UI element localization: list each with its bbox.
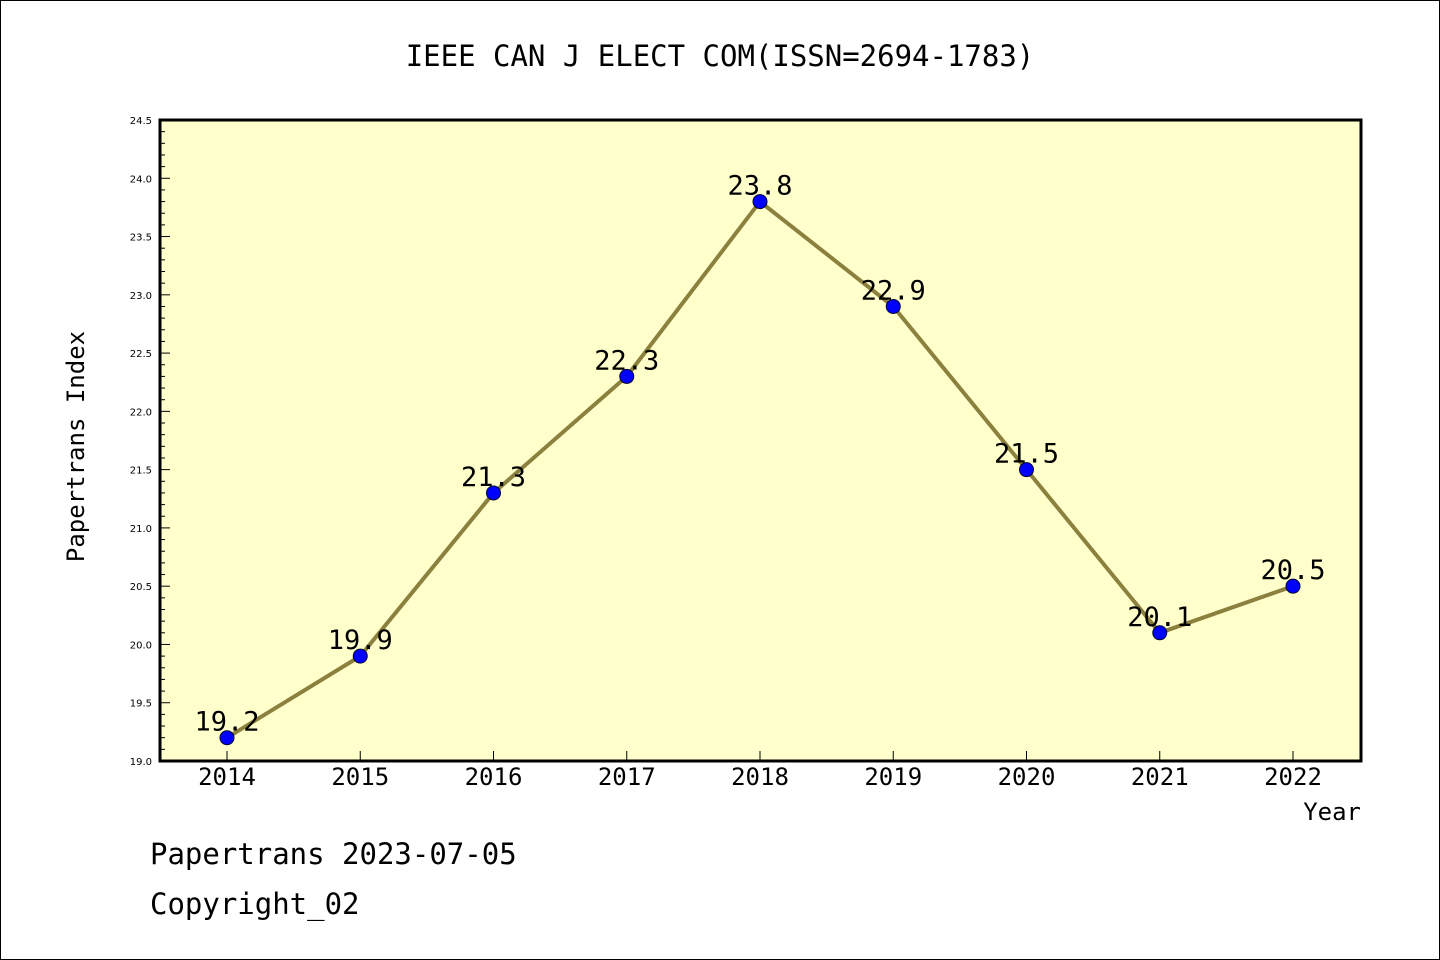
footer-date-line: Papertrans 2023-07-05 — [150, 837, 517, 871]
data-point — [1019, 462, 1034, 478]
data-label: 21.5 — [994, 439, 1059, 470]
data-label: 23.8 — [727, 171, 792, 202]
x-tick-label: 2020 — [998, 763, 1056, 791]
x-tick-label: 2016 — [465, 763, 523, 791]
footer-copyright: Copyright_02 — [150, 887, 360, 922]
y-tick-label: 24.0 — [130, 174, 152, 185]
data-point — [219, 730, 235, 746]
data-label: 22.9 — [861, 275, 926, 306]
plot-area — [158, 118, 1363, 763]
x-tick-label: 2017 — [598, 763, 656, 791]
data-point — [619, 368, 635, 384]
x-tick-label: 2015 — [331, 763, 389, 791]
data-label: 20.5 — [1260, 555, 1325, 586]
data-point — [1152, 625, 1168, 641]
x-tick-label: 2018 — [731, 763, 789, 791]
y-tick-label: 20.0 — [130, 640, 152, 651]
x-tick-label: 2019 — [864, 763, 922, 791]
x-tick-label: 2014 — [198, 763, 256, 791]
data-point — [352, 648, 368, 664]
data-point — [1285, 578, 1301, 594]
y-tick-label: 21.5 — [130, 466, 152, 477]
y-axis-label: Papertrans Index — [62, 331, 90, 562]
data-label: 22.3 — [594, 345, 659, 376]
data-labels: 19.2 19.9 21.3 22.3 23.8 22.9 21.5 20.1 20.5 — [194, 171, 1325, 738]
data-label: 20.1 — [1127, 602, 1192, 633]
y-tick-label: 19.0 — [130, 757, 152, 768]
series-group — [219, 194, 1301, 746]
x-axis-label: Year — [1303, 798, 1361, 826]
x-axis: 2014 2015 2016 2017 2018 2019 2020 2021 2022 — [198, 751, 1322, 791]
data-point — [885, 298, 901, 314]
y-tick-label: 23.0 — [130, 291, 152, 302]
y-tick-label: 19.5 — [130, 699, 152, 710]
y-tick-label: 21.0 — [130, 524, 152, 535]
y-tick-label: 22.0 — [130, 407, 152, 418]
data-label: 21.3 — [461, 462, 526, 493]
y-axis: 19.0 19.5 20.0 20.5 21.0 21.5 22.0 22.5 23.0 23.5… — [130, 116, 170, 768]
data-point — [752, 194, 768, 210]
x-tick-label: 2022 — [1264, 763, 1322, 791]
data-label: 19.2 — [194, 707, 259, 738]
y-tick-label: 22.5 — [130, 349, 152, 360]
chart-title: IEEE CAN J ELECT COM(ISSN=2694-1783) — [406, 39, 1035, 73]
x-tick-label: 2021 — [1131, 763, 1189, 791]
y-tick-label: 23.5 — [130, 233, 152, 244]
data-label: 19.9 — [328, 625, 393, 656]
data-point — [486, 485, 501, 501]
y-tick-label: 24.5 — [130, 116, 152, 127]
y-tick-label: 20.5 — [130, 582, 152, 593]
